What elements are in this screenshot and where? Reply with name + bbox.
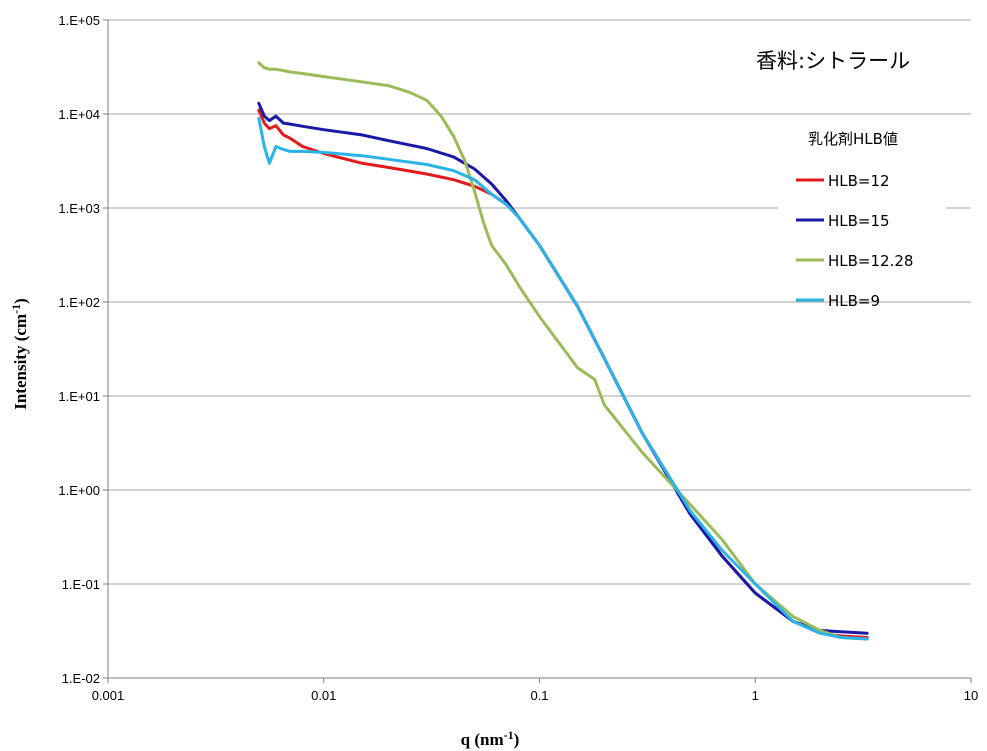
y-tick-labels: 1.E-02 1.E-01 1.E+00 1.E+01 1.E+02 1.E+03 1.E+… (58, 13, 100, 686)
series-line-hlb-9 (257, 116, 869, 641)
legend-entry-label: HLB=15 (828, 212, 890, 230)
legend-entry-label: HLB=12.28 (828, 252, 913, 270)
x-tick-labels: 0.001 0.01 0.1 1 10 (92, 688, 979, 703)
series-line-hlb-12-28 (257, 61, 869, 641)
y-tick-label: 1.E+04 (58, 107, 100, 122)
y-tick-label: 1.E-01 (62, 577, 100, 592)
grid-lines (108, 19, 971, 585)
y-tick-label: 1.E+02 (58, 295, 100, 310)
series-line-hlb-12 (257, 108, 869, 639)
y-tick-label: 1.E-02 (62, 671, 100, 686)
y-axis-title: Intensity (cm-1) (9, 298, 30, 410)
x-tick-label: 0.01 (311, 688, 336, 703)
series-line-hlb-15 (257, 101, 869, 635)
chart-title: 香料:シトラール (756, 49, 910, 73)
axes (103, 19, 972, 683)
x-tick-label: 0.1 (530, 688, 548, 703)
y-tick-label: 1.E+00 (58, 483, 100, 498)
legend-entry-label: HLB=12 (828, 172, 890, 190)
x-tick-label: 10 (964, 688, 978, 703)
x-tick-label: 1 (752, 688, 759, 703)
series-lines (257, 61, 869, 641)
x-tick-label: 0.001 (92, 688, 125, 703)
x-axis-title: q (nm-1) (461, 728, 520, 749)
legend-title: 乳化剤HLB値 (808, 130, 898, 148)
legend-background (778, 160, 946, 300)
y-tick-label: 1.E+03 (58, 201, 100, 216)
y-tick-label: 1.E+01 (58, 389, 100, 404)
y-tick-label: 1.E+05 (58, 13, 100, 28)
legend: HLB=12 HLB=15 HLB=12.28 HLB=9 (796, 172, 913, 310)
legend-entry-label: HLB=9 (828, 292, 880, 310)
